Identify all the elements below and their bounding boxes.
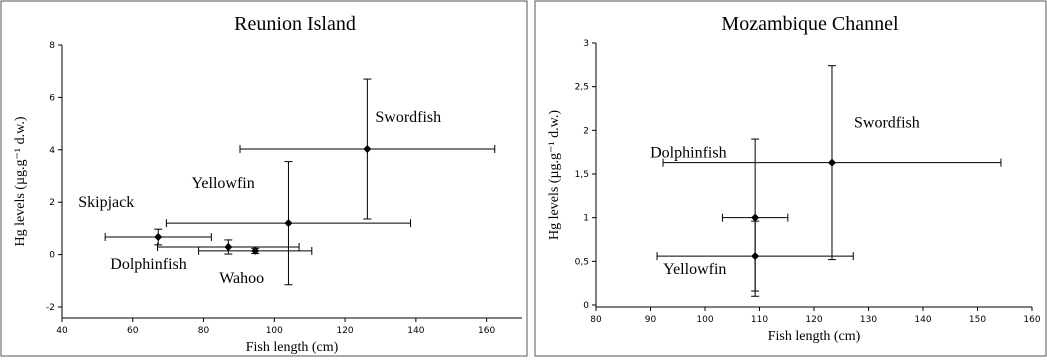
y-tick-label: 1,5 — [575, 170, 589, 180]
panel-border — [534, 0, 1047, 357]
y-tick-label: 8 — [49, 41, 55, 51]
x-tick-label: 160 — [478, 326, 495, 336]
y-tick-label: 0 — [583, 301, 589, 311]
point-label: Yellowfin — [191, 175, 254, 192]
y-tick-label: 6 — [49, 93, 55, 103]
point-label: Skipjack — [78, 194, 134, 211]
x-tick-label: 90 — [645, 315, 657, 325]
point-label: Dolphinfish — [110, 256, 186, 273]
x-tick-label: 60 — [127, 326, 139, 336]
point — [284, 219, 293, 228]
x-tick-label: 160 — [1023, 315, 1040, 325]
chart-title: Reunion Island — [234, 13, 356, 35]
point — [224, 243, 233, 252]
x-tick-label: 80 — [198, 326, 210, 336]
y-tick-label: 2,5 — [575, 83, 589, 93]
y-tick-label: 2 — [49, 198, 55, 208]
point — [251, 246, 260, 255]
point — [827, 158, 836, 167]
x-tick-label: 110 — [751, 315, 768, 325]
y-tick-label: 0 — [49, 251, 55, 261]
x-tick-label: 120 — [336, 326, 353, 336]
x-tick-label: 150 — [969, 315, 986, 325]
point-label: Dolphinfish — [650, 145, 726, 162]
x-axis-label: Fish length (cm) — [768, 329, 861, 344]
y-tick-label: 4 — [49, 146, 55, 156]
point — [751, 252, 760, 261]
x-tick-label: 140 — [407, 326, 424, 336]
y-tick-label: 0,5 — [575, 257, 589, 267]
chart-title: Mozambique Channel — [721, 13, 899, 35]
x-tick-label: 40 — [56, 326, 68, 336]
y-tick-label: 3 — [583, 39, 589, 49]
point — [751, 213, 760, 222]
y-tick-label: 2 — [583, 126, 589, 136]
point-label: Swordfish — [375, 109, 441, 126]
point-label: Swordfish — [854, 115, 920, 132]
y-axis-label: Hg levels (µg.g⁻¹ d.w.) — [547, 110, 562, 240]
x-tick-label: 140 — [914, 315, 931, 325]
x-axis-label: Fish length (cm) — [246, 340, 339, 355]
panel-border — [0, 0, 528, 357]
y-tick-label: 1 — [583, 214, 589, 224]
x-tick-label: 130 — [860, 315, 877, 325]
point — [154, 233, 163, 242]
point — [363, 145, 372, 154]
x-tick-label: 80 — [590, 315, 602, 325]
x-tick-label: 120 — [805, 315, 822, 325]
y-tick-label: -2 — [46, 303, 55, 313]
x-tick-label: 100 — [266, 326, 283, 336]
y-axis-label: Hg levels (µg.g⁻¹ d.w.) — [13, 116, 28, 246]
point-label: Wahoo — [219, 270, 264, 287]
x-tick-label: 100 — [696, 315, 713, 325]
point-label: Yellowfin — [663, 261, 726, 278]
